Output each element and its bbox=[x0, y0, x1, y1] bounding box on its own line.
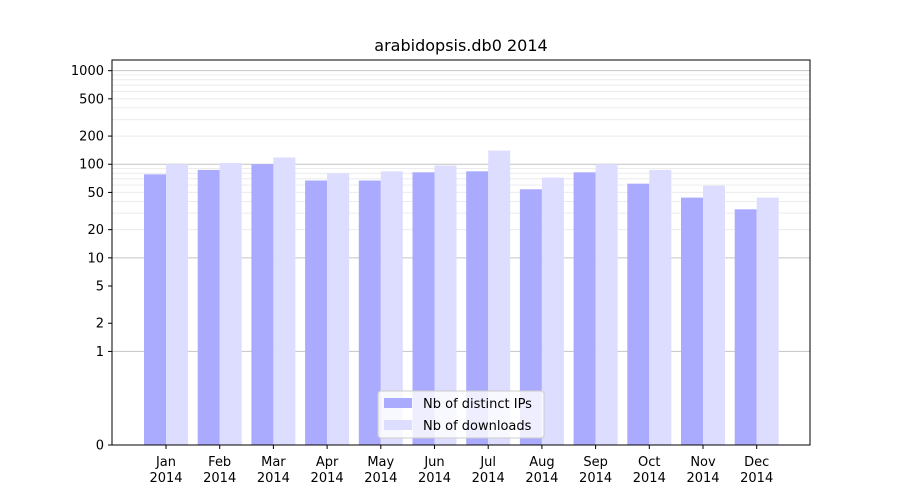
bar-distinct-ips bbox=[144, 174, 166, 445]
legend-frame bbox=[377, 390, 545, 439]
legend-label-distinct-ips: Nb of distinct IPs bbox=[423, 397, 532, 412]
x-tick-label-year: 2014 bbox=[633, 471, 666, 486]
plot-frame bbox=[111, 59, 811, 446]
bar-distinct-ips bbox=[627, 183, 650, 445]
bar-downloads bbox=[649, 169, 672, 445]
x-tick-label-year: 2014 bbox=[311, 471, 344, 486]
bar-distinct-ips bbox=[358, 180, 381, 446]
x-tick-label-month: Dec bbox=[744, 455, 769, 470]
bar-distinct-ips bbox=[573, 172, 596, 446]
y-tick-label: 1000 bbox=[71, 64, 104, 79]
x-tick-label-year: 2014 bbox=[686, 471, 719, 486]
bar-distinct-ips bbox=[681, 197, 703, 445]
x-tick-label-month: May bbox=[367, 455, 394, 470]
bar-downloads bbox=[703, 185, 725, 446]
y-tick-label: 200 bbox=[79, 130, 104, 145]
y-tick-label: 1 bbox=[96, 345, 104, 360]
bar-downloads bbox=[219, 163, 242, 445]
x-tick-label-year: 2014 bbox=[740, 471, 773, 486]
y-tick-label: 50 bbox=[87, 186, 104, 201]
legend-label-downloads: Nb of downloads bbox=[423, 419, 532, 434]
y-tick-label: 100 bbox=[79, 158, 104, 173]
x-tick-label-year: 2014 bbox=[472, 471, 505, 486]
y-tick-label: 10 bbox=[87, 251, 104, 266]
x-tick-label-month: Jun bbox=[423, 455, 444, 470]
y-tick-label: 20 bbox=[87, 223, 104, 238]
x-tick-label-month: Apr bbox=[316, 455, 339, 470]
bar-downloads bbox=[434, 165, 457, 446]
chart-title: arabidopsis.db0 2014 bbox=[374, 36, 547, 55]
bars bbox=[144, 150, 779, 446]
bar-downloads bbox=[327, 173, 350, 445]
y-tick-label: 500 bbox=[79, 92, 104, 107]
legend-swatch-downloads bbox=[384, 420, 412, 430]
bar-downloads bbox=[541, 177, 564, 446]
x-tick-label-year: 2014 bbox=[579, 471, 612, 486]
x-tick-label-year: 2014 bbox=[418, 471, 451, 486]
bar-distinct-ips bbox=[734, 209, 757, 445]
y-tick-label: 0 bbox=[96, 439, 104, 454]
x-tick-label-year: 2014 bbox=[364, 471, 397, 486]
bar-distinct-ips bbox=[412, 172, 435, 446]
bar-distinct-ips bbox=[466, 171, 489, 445]
x-tick-label-year: 2014 bbox=[257, 471, 290, 486]
x-tick-label-year: 2014 bbox=[203, 471, 236, 486]
y-tick-label: 2 bbox=[96, 317, 104, 332]
x-tick-label-month: Oct bbox=[638, 455, 660, 470]
x-tick-label-month: Nov bbox=[690, 455, 716, 470]
x-tick-label-month: Jan bbox=[155, 455, 176, 470]
x-axis: Jan2014Feb2014Mar2014Apr2014May2014Jun20… bbox=[149, 445, 773, 486]
legend-swatch-distinct-ips bbox=[384, 398, 412, 408]
bar-downloads bbox=[756, 197, 779, 445]
bar-downloads bbox=[273, 157, 296, 445]
bar-downloads bbox=[488, 150, 511, 445]
x-tick-label-month: Jul bbox=[479, 455, 496, 470]
x-tick-label-year: 2014 bbox=[525, 471, 558, 486]
y-axis: 0 1 2 5 10 20 50 100 200 500 1000 bbox=[71, 64, 112, 454]
bar-downloads bbox=[595, 164, 618, 445]
legend: Nb of distinct IPs Nb of downloads bbox=[377, 390, 545, 439]
bar-downloads bbox=[166, 164, 188, 445]
bar-distinct-ips bbox=[305, 180, 328, 446]
bar-distinct-ips bbox=[251, 164, 274, 445]
y-tick-label: 5 bbox=[96, 280, 104, 295]
bar-distinct-ips bbox=[197, 169, 220, 445]
x-tick-label-month: Sep bbox=[583, 455, 608, 470]
x-tick-label-month: Feb bbox=[208, 455, 231, 470]
x-tick-label-month: Aug bbox=[529, 455, 554, 470]
bar-downloads bbox=[380, 171, 403, 445]
bar-distinct-ips bbox=[519, 189, 542, 445]
x-tick-label-month: Mar bbox=[261, 455, 286, 470]
x-tick-label-year: 2014 bbox=[149, 471, 182, 486]
